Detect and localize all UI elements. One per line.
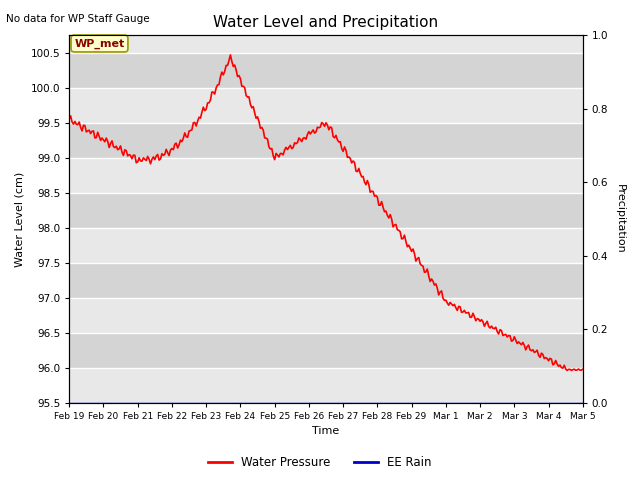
Bar	[69, 228, 583, 263]
Bar	[69, 333, 583, 368]
Y-axis label: Precipitation: Precipitation	[615, 184, 625, 254]
Bar	[69, 158, 583, 193]
Bar	[69, 53, 583, 88]
Bar	[69, 368, 583, 403]
Bar	[69, 88, 583, 123]
Text: No data for WP Staff Gauge: No data for WP Staff Gauge	[6, 14, 150, 24]
Bar	[69, 123, 583, 158]
Bar	[69, 263, 583, 298]
Text: WP_met: WP_met	[74, 38, 125, 48]
X-axis label: Time: Time	[312, 426, 340, 436]
Title: Water Level and Precipitation: Water Level and Precipitation	[214, 15, 438, 30]
Legend: Water Pressure, EE Rain: Water Pressure, EE Rain	[204, 452, 436, 474]
Bar	[69, 298, 583, 333]
Bar	[69, 193, 583, 228]
Y-axis label: Water Level (cm): Water Level (cm)	[15, 171, 25, 266]
